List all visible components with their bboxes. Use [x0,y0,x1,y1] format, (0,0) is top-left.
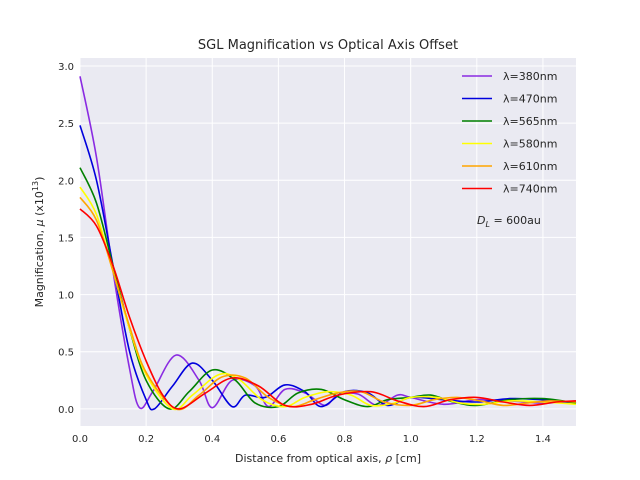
series-line-740nm [79,208,577,410]
legend-entry: λ=470nm [503,93,557,106]
x-tick-label: 0.8 [337,434,353,445]
x-tick-label: 1.0 [403,434,419,445]
y-tick-label: 0.0 [58,405,74,416]
legend-entry: λ=580nm [503,138,557,151]
chart-title: SGL Magnification vs Optical Axis Offset [198,38,458,53]
x-tick-label: 1.4 [535,434,551,445]
x-tick-labels: 0.0 0.2 0.4 0.6 0.8 1.0 1.2 1.4 [72,434,551,445]
x-tick-label: 0.2 [138,434,154,445]
distance-annotation: DL = 600au [477,214,541,229]
series-line-380nm [79,76,577,410]
x-tick-label: 0.0 [72,434,88,445]
y-tick-label: 2.0 [58,176,74,187]
y-tick-label: 1.0 [58,291,74,302]
series-layer [79,76,577,411]
x-axis-label: Distance from optical axis, ρ [cm] [235,452,421,465]
x-tick-label: 0.6 [270,434,286,445]
y-tick-label: 3.0 [58,62,74,73]
y-tick-label: 0.5 [58,348,74,359]
y-tick-label: 1.5 [58,233,74,244]
series-line-610nm [79,196,577,411]
legend-entry: λ=740nm [503,183,557,196]
legend-entry: λ=380nm [503,70,557,83]
legend-entry: λ=610nm [503,160,557,173]
y-tick-labels: 0.0 0.5 1.0 1.5 2.0 2.5 3.0 [58,62,74,416]
legend: λ=380nm λ=470nm λ=565nm λ=580nm λ=610nm λ=740… [462,70,557,196]
x-tick-label: 1.2 [469,434,485,445]
x-tick-label: 0.4 [204,434,220,445]
legend-entry: λ=565nm [503,115,557,128]
grid [79,58,576,426]
y-tick-label: 2.5 [58,119,74,130]
plot-area [80,58,576,426]
y-axis-label: Magnification, μ (x1013) [31,177,46,308]
